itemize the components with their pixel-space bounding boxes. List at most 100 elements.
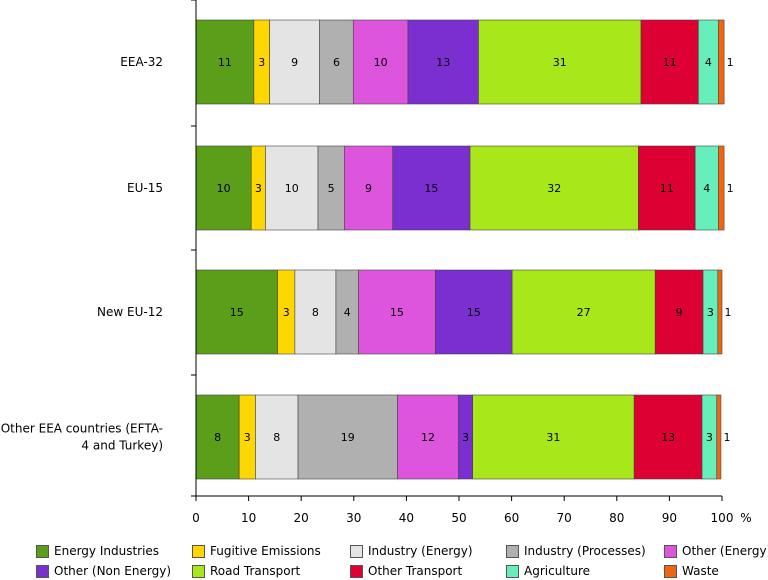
x-tick-label: 0 [192,511,200,525]
x-tick-label: 80 [609,511,624,525]
data-label: 4 [703,182,710,195]
legend-label: Fugitive Emissions [210,544,321,558]
bar-segment [716,394,722,480]
data-label: 15 [424,182,438,195]
bar-segment [269,19,320,105]
data-label: 6 [333,56,340,69]
legend-label: Other (Non Energy) [54,564,171,578]
data-label: 4 [705,56,712,69]
legend-swatch [664,545,677,558]
category-label: EU-15 [127,181,163,195]
legend-label: Energy Industries [54,544,160,558]
data-label: 11 [660,182,674,195]
data-label: 3 [258,56,265,69]
data-label: 8 [312,306,319,319]
category-label: New EU-12 [97,305,163,319]
data-label: 9 [676,306,683,319]
bar-segment [640,19,699,105]
data-label: 5 [328,182,335,195]
bar-segment [407,19,479,105]
bar-segment [654,269,704,355]
bar-segment [195,19,255,105]
data-label: 3 [706,431,713,444]
x-tick-label: 50 [451,511,466,525]
axes-layer: EEA-32 EU-15 New EU-12 Other EEA countries … [1,0,752,525]
x-tick-label: 20 [294,511,309,525]
legend-swatch [506,565,519,578]
legend-swatch [664,565,677,578]
legend-swatch [506,545,519,558]
bar-segment [718,145,725,231]
x-tick-label: 40 [399,511,414,525]
data-label: 27 [577,306,591,319]
legend-swatch [192,565,205,578]
data-label: 19 [341,431,355,444]
bar-segment [319,19,354,105]
data-label: 31 [553,56,567,69]
legend-label: Agriculture [524,564,590,578]
x-unit-label: % [740,511,751,525]
data-label: 3 [462,431,469,444]
legend-swatch [36,545,49,558]
data-label: 12 [421,431,435,444]
bar-segment [397,394,459,480]
data-label: 9 [365,182,372,195]
bar-segment [344,145,394,231]
bar-segment [717,269,723,355]
bar-segment [195,394,240,480]
data-label: 13 [436,56,450,69]
data-label: 4 [344,306,351,319]
data-label: 15 [390,306,404,319]
bar-segment [638,145,696,231]
bar-segment [469,145,639,231]
bar-segment [255,394,299,480]
category-label: Other EEA countries (EFTA- [1,422,163,436]
data-label: 1 [725,306,732,319]
bar-segment [265,145,319,231]
data-label: 3 [283,306,290,319]
legend-swatch [36,565,49,578]
legend-label: Industry (Processes) [524,544,646,558]
legend-label: Industry (Energy) [368,544,473,558]
x-tick-label: 100 [711,511,734,525]
bar-segment [317,145,345,231]
bar-segment [352,19,409,105]
data-label: 15 [467,306,481,319]
legend-swatch [350,545,363,558]
bar-segment [718,19,725,105]
stacked-bar-chart: 11 3 9 6 10 13 31 11 4 110 3 10 5 9 15 32 11 4 115 3 8 4 15 15 2… [1,0,752,525]
x-tick-label: 90 [662,511,677,525]
data-label: 1 [727,56,734,69]
bar-segment [472,394,635,480]
legend-label: Other (Energy) [682,544,768,558]
data-label: 3 [244,431,251,444]
data-label: 8 [214,431,221,444]
x-tick-label: 30 [346,511,361,525]
x-tick-label: 10 [241,511,256,525]
legend-label: Other Transport [368,564,463,578]
category-label: EEA-32 [120,55,163,69]
bar-segment [195,269,278,355]
data-label: 10 [217,182,231,195]
legend-label: Waste [682,564,719,578]
legend-label: Road Transport [210,564,301,578]
category-label: 4 and Turkey) [81,439,163,453]
data-label: 11 [663,56,677,69]
legend-swatch [192,545,205,558]
data-label: 15 [230,306,244,319]
bars-layer: 11 3 9 6 10 13 31 11 4 110 3 10 5 9 15 32 11 4 115 3 8 4 15 15 2… [195,19,734,480]
bar-segment [511,269,656,355]
x-tick-label: 70 [557,511,572,525]
data-label: 8 [273,431,280,444]
data-label: 11 [218,56,232,69]
data-label: 1 [727,182,734,195]
bar-segment [195,145,252,231]
data-label: 31 [546,431,560,444]
x-tick-label: 60 [504,511,519,525]
bar-segment [358,269,436,355]
data-label: 3 [255,182,262,195]
data-label: 10 [374,56,388,69]
bar-segment [478,19,642,105]
data-label: 10 [285,182,299,195]
data-label: 1 [723,431,730,444]
